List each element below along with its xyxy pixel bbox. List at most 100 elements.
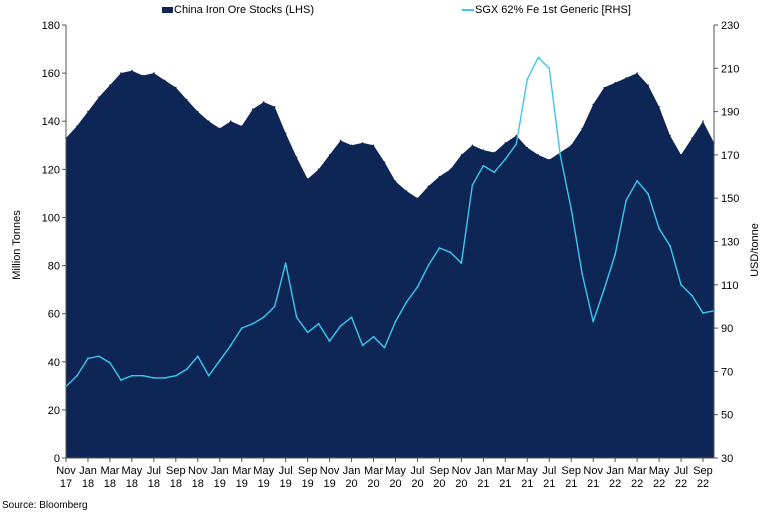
price-point xyxy=(240,327,243,329)
price-point xyxy=(526,78,529,81)
price-point xyxy=(98,355,100,358)
x-tick-label-month: Mar xyxy=(628,465,647,477)
y-left-tick-label: 100 xyxy=(42,212,60,224)
x-tick-label-year: 20 xyxy=(433,478,445,490)
price-point xyxy=(229,344,232,347)
stocks-point xyxy=(284,132,287,135)
price-point xyxy=(130,374,133,377)
y-right-tick-label: 90 xyxy=(721,323,733,335)
stocks-point xyxy=(482,149,485,151)
stocks-point xyxy=(240,125,243,127)
x-tick-label-year: 22 xyxy=(697,478,709,490)
stocks-point xyxy=(581,127,584,130)
stocks-point xyxy=(394,180,397,183)
price-point xyxy=(76,374,78,377)
x-tick-label-year: 20 xyxy=(411,478,423,490)
y-left-tick-label: 60 xyxy=(48,309,60,321)
x-tick-label-month: Jan xyxy=(343,465,361,477)
stocks-point xyxy=(131,69,133,72)
stocks-point xyxy=(405,190,408,192)
x-tick-label-month: Jul xyxy=(542,465,556,477)
y-left-tick-label: 140 xyxy=(42,116,60,128)
x-tick-label-month: Jul xyxy=(410,465,424,477)
legend-label-stocks: China Iron Ore Stocks (LHS) xyxy=(174,4,314,16)
source-note: Source: Bloomberg xyxy=(2,500,88,511)
price-point xyxy=(383,346,386,349)
x-tick-label-month: Nov xyxy=(188,465,208,477)
stocks-point xyxy=(120,72,122,74)
x-tick-label-year: 22 xyxy=(631,478,643,490)
price-point xyxy=(559,154,562,156)
price-point xyxy=(141,374,144,377)
stocks-point xyxy=(164,79,166,82)
price-point xyxy=(603,288,606,291)
x-tick-label-month: Mar xyxy=(232,465,251,477)
x-tick-label-month: Nov xyxy=(56,465,76,477)
x-tick-label-month: Jul xyxy=(674,465,688,477)
x-tick-label-year: 19 xyxy=(280,478,292,490)
stocks-point xyxy=(76,125,78,127)
stocks-point xyxy=(592,103,594,106)
x-tick-label-month: Mar xyxy=(100,465,119,477)
stocks-point xyxy=(471,144,474,147)
price-point xyxy=(691,294,693,297)
x-tick-label-month: Jan xyxy=(606,465,624,477)
price-point xyxy=(702,312,704,314)
stocks-point xyxy=(339,139,342,142)
stocks-point xyxy=(636,72,638,74)
y-right-tick-label: 210 xyxy=(721,63,739,75)
y-right-tick-label: 230 xyxy=(721,20,739,32)
x-tick-label-year: 19 xyxy=(258,478,270,490)
x-tick-label-year: 20 xyxy=(345,478,357,490)
stocks-point xyxy=(229,120,232,123)
x-tick-label-year: 22 xyxy=(675,478,687,490)
x-tick-label-month: Mar xyxy=(364,465,383,477)
stocks-point xyxy=(515,134,518,137)
price-point xyxy=(581,273,584,275)
stocks-point xyxy=(537,154,540,156)
y-left-tick-label: 80 xyxy=(48,261,60,273)
price-point xyxy=(174,374,177,377)
y-left-tick-label: 160 xyxy=(42,68,60,80)
legend-label-price: SGX 62% Fe 1st Generic [RHS] xyxy=(475,4,631,16)
legend-swatch-stocks xyxy=(162,7,173,13)
stocks-point xyxy=(658,105,660,108)
y-right-tick-label: 110 xyxy=(721,280,739,292)
y-left-tick-label: 20 xyxy=(48,405,60,417)
x-tick-label-month: Sep xyxy=(693,465,713,477)
stocks-point xyxy=(142,74,144,77)
price-point xyxy=(152,376,155,379)
y-right-tick-label: 150 xyxy=(721,193,739,205)
price-point xyxy=(306,331,309,334)
price-point xyxy=(196,355,199,358)
x-tick-label-year: 18 xyxy=(82,478,94,490)
stocks-point xyxy=(109,84,111,86)
stocks-point xyxy=(98,96,100,98)
price-point xyxy=(449,251,452,254)
price-point xyxy=(185,368,188,371)
price-point xyxy=(658,227,660,230)
stocks-point xyxy=(306,178,309,180)
stocks-point xyxy=(361,142,364,144)
stocks-point xyxy=(262,101,265,103)
x-tick-label-year: 19 xyxy=(323,478,335,490)
y-right-tick-label: 70 xyxy=(721,366,733,378)
price-point xyxy=(372,335,375,338)
stocks-point xyxy=(570,144,573,147)
price-point xyxy=(460,262,463,265)
price-point xyxy=(471,184,474,187)
x-tick-label-month: Jul xyxy=(147,465,161,477)
price-point xyxy=(614,253,617,256)
price-point xyxy=(295,316,298,319)
x-tick-label-month: Nov xyxy=(583,465,603,477)
x-tick-label-month: Sep xyxy=(561,465,581,477)
x-tick-label-month: Nov xyxy=(320,465,340,477)
y-left-tick-label: 180 xyxy=(42,20,60,32)
x-tick-label-month: Sep xyxy=(166,465,186,477)
stocks-point xyxy=(427,185,430,187)
stocks-point xyxy=(87,110,89,113)
stocks-point xyxy=(603,86,605,89)
axes: 0 20 40 60 80 100 120 140 160 180 30 50 70 90 110 130 15… xyxy=(42,20,740,490)
stocks-point xyxy=(449,168,452,171)
